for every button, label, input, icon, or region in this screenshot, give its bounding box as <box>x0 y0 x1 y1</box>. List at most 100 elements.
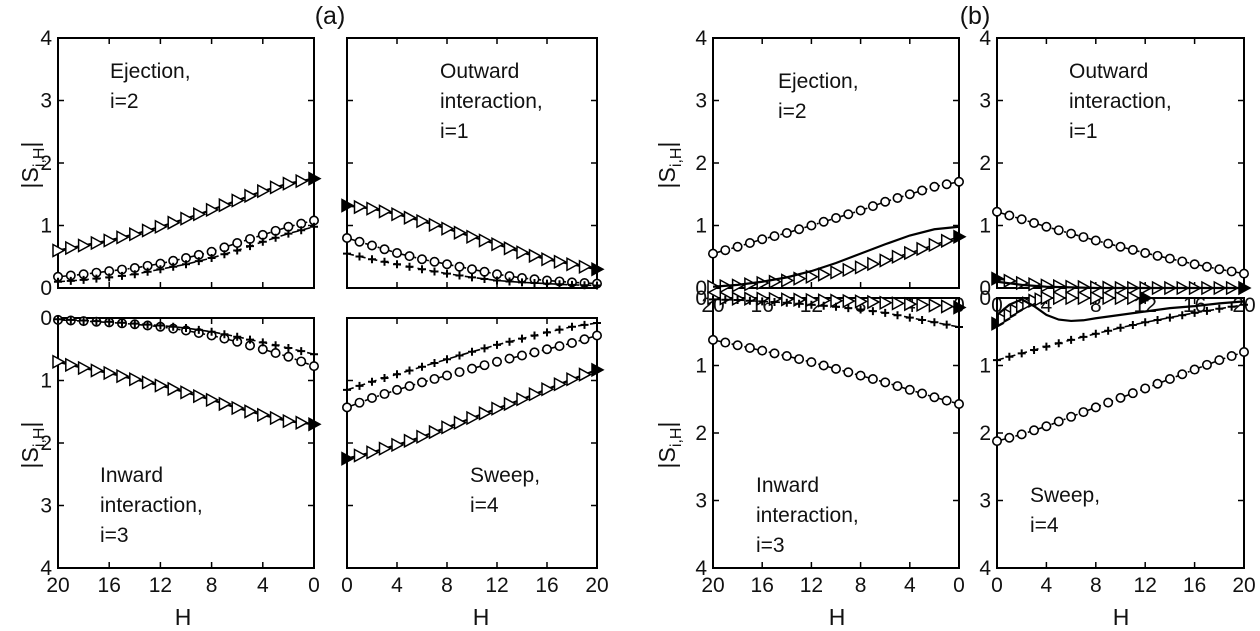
data-point-triangle <box>244 188 258 204</box>
data-point-plus <box>1017 349 1026 358</box>
series-none-solid <box>712 225 960 288</box>
data-point-triangle <box>441 420 455 435</box>
data-point-circle <box>720 245 731 256</box>
xlabel-a-right: H <box>473 604 490 630</box>
data-point-circle <box>867 201 878 212</box>
data-point-plus <box>807 300 816 309</box>
data-point-plus <box>143 267 152 276</box>
data-point-plus <box>1005 352 1014 361</box>
data-point-plus <box>443 355 451 364</box>
data-point-plus <box>79 275 88 284</box>
data-point-plus <box>143 320 152 329</box>
data-point-triangle <box>453 415 468 430</box>
data-point-plus <box>258 237 267 246</box>
data-point-plus <box>182 324 190 332</box>
data-point-triangle <box>916 297 930 313</box>
data-point-circle <box>1164 373 1175 384</box>
data-point-plus <box>468 347 476 356</box>
y-tick-label: 1 <box>40 370 52 393</box>
data-point-circle <box>1214 355 1225 366</box>
data-point-circle <box>554 341 565 352</box>
data-point-circle <box>1177 256 1188 267</box>
data-point-plus <box>881 308 890 317</box>
data-point-triangle <box>366 445 380 460</box>
subplot-annotation: interaction, <box>756 504 859 527</box>
data-point-circle <box>1189 364 1200 375</box>
data-point-plus <box>156 265 165 274</box>
data-point-plus <box>343 385 351 394</box>
data-point-circle <box>416 377 427 388</box>
data-point-circle <box>541 344 552 355</box>
x-tick-label: 12 <box>149 574 172 597</box>
data-point-circle <box>707 248 718 259</box>
x-tick-label: 20 <box>585 574 608 597</box>
data-point-plus <box>443 269 451 278</box>
subplot-2: Outward interaction, i=1 <box>341 37 605 290</box>
data-point-circle <box>441 259 452 270</box>
series-circle-dashdot <box>707 176 964 259</box>
data-point-plus <box>1128 321 1137 329</box>
data-point-plus <box>530 331 539 340</box>
ylabel-main: |S <box>17 447 43 468</box>
subplot-annotation: i=1 <box>1069 120 1098 143</box>
data-point-circle <box>855 370 866 381</box>
data-point-plus <box>455 351 464 360</box>
data-point-triangle <box>116 230 130 245</box>
data-point-triangle <box>193 206 207 222</box>
xlabel-b-left: H <box>829 604 846 630</box>
data-point-circle <box>1029 425 1040 436</box>
y-tick-label: 0 <box>979 277 991 300</box>
data-point-circle <box>1053 225 1064 236</box>
data-point-plus <box>1153 315 1162 324</box>
data-point-triangle <box>103 365 117 381</box>
data-point-plus <box>1067 335 1076 344</box>
data-point-triangle <box>805 269 819 285</box>
data-point-triangle <box>904 296 918 312</box>
ylabel-tail: | <box>654 142 680 148</box>
data-point-circle <box>366 240 377 251</box>
y-tick-label: 4 <box>695 27 707 50</box>
x-tick-label: 16 <box>98 574 121 597</box>
data-point-plus <box>480 344 489 353</box>
data-point-plus <box>543 328 551 337</box>
data-point-plus <box>194 257 203 266</box>
data-point-triangle <box>257 183 271 199</box>
data-point-circle <box>379 388 390 399</box>
data-point-circle <box>466 363 477 374</box>
data-point-plus <box>182 260 190 269</box>
data-point-plus <box>418 265 426 274</box>
y-tick-label: 4 <box>979 557 991 580</box>
data-point-circle <box>769 231 780 242</box>
data-point-plus <box>169 262 178 271</box>
data-point-plus <box>393 370 401 379</box>
y-tick-label: 3 <box>979 490 991 513</box>
ylabel-tail: | <box>654 422 680 428</box>
data-point-plus <box>1178 311 1187 320</box>
data-point-triangle <box>90 363 104 378</box>
data-point-circle <box>1201 359 1212 370</box>
x-tick-label: 8 <box>855 574 867 597</box>
x-tick-label: 0 <box>953 574 965 597</box>
subplot-annotation: i=4 <box>470 494 499 517</box>
data-point-circle <box>591 330 602 341</box>
subplot-annotation: interaction, <box>1069 90 1172 113</box>
data-point-plus <box>1116 323 1125 332</box>
data-point-circle <box>1152 250 1163 261</box>
series-circle-dashdot <box>52 314 319 372</box>
data-point-triangle <box>830 265 844 280</box>
data-point-plus <box>1091 329 1100 338</box>
data-point-triangle <box>541 381 555 397</box>
x-tick-label: 0 <box>341 574 353 597</box>
ylabel-sub: i,H <box>31 148 48 168</box>
data-point-circle <box>566 337 577 348</box>
data-point-circle <box>354 397 365 408</box>
data-point-plus <box>105 317 114 326</box>
series-plus-dashed <box>343 249 601 290</box>
data-point-plus <box>770 298 779 307</box>
x-tick-label: 0 <box>991 574 1003 597</box>
data-point-plus <box>194 325 203 334</box>
data-point-triangle <box>116 368 130 384</box>
data-point-circle <box>904 189 915 200</box>
